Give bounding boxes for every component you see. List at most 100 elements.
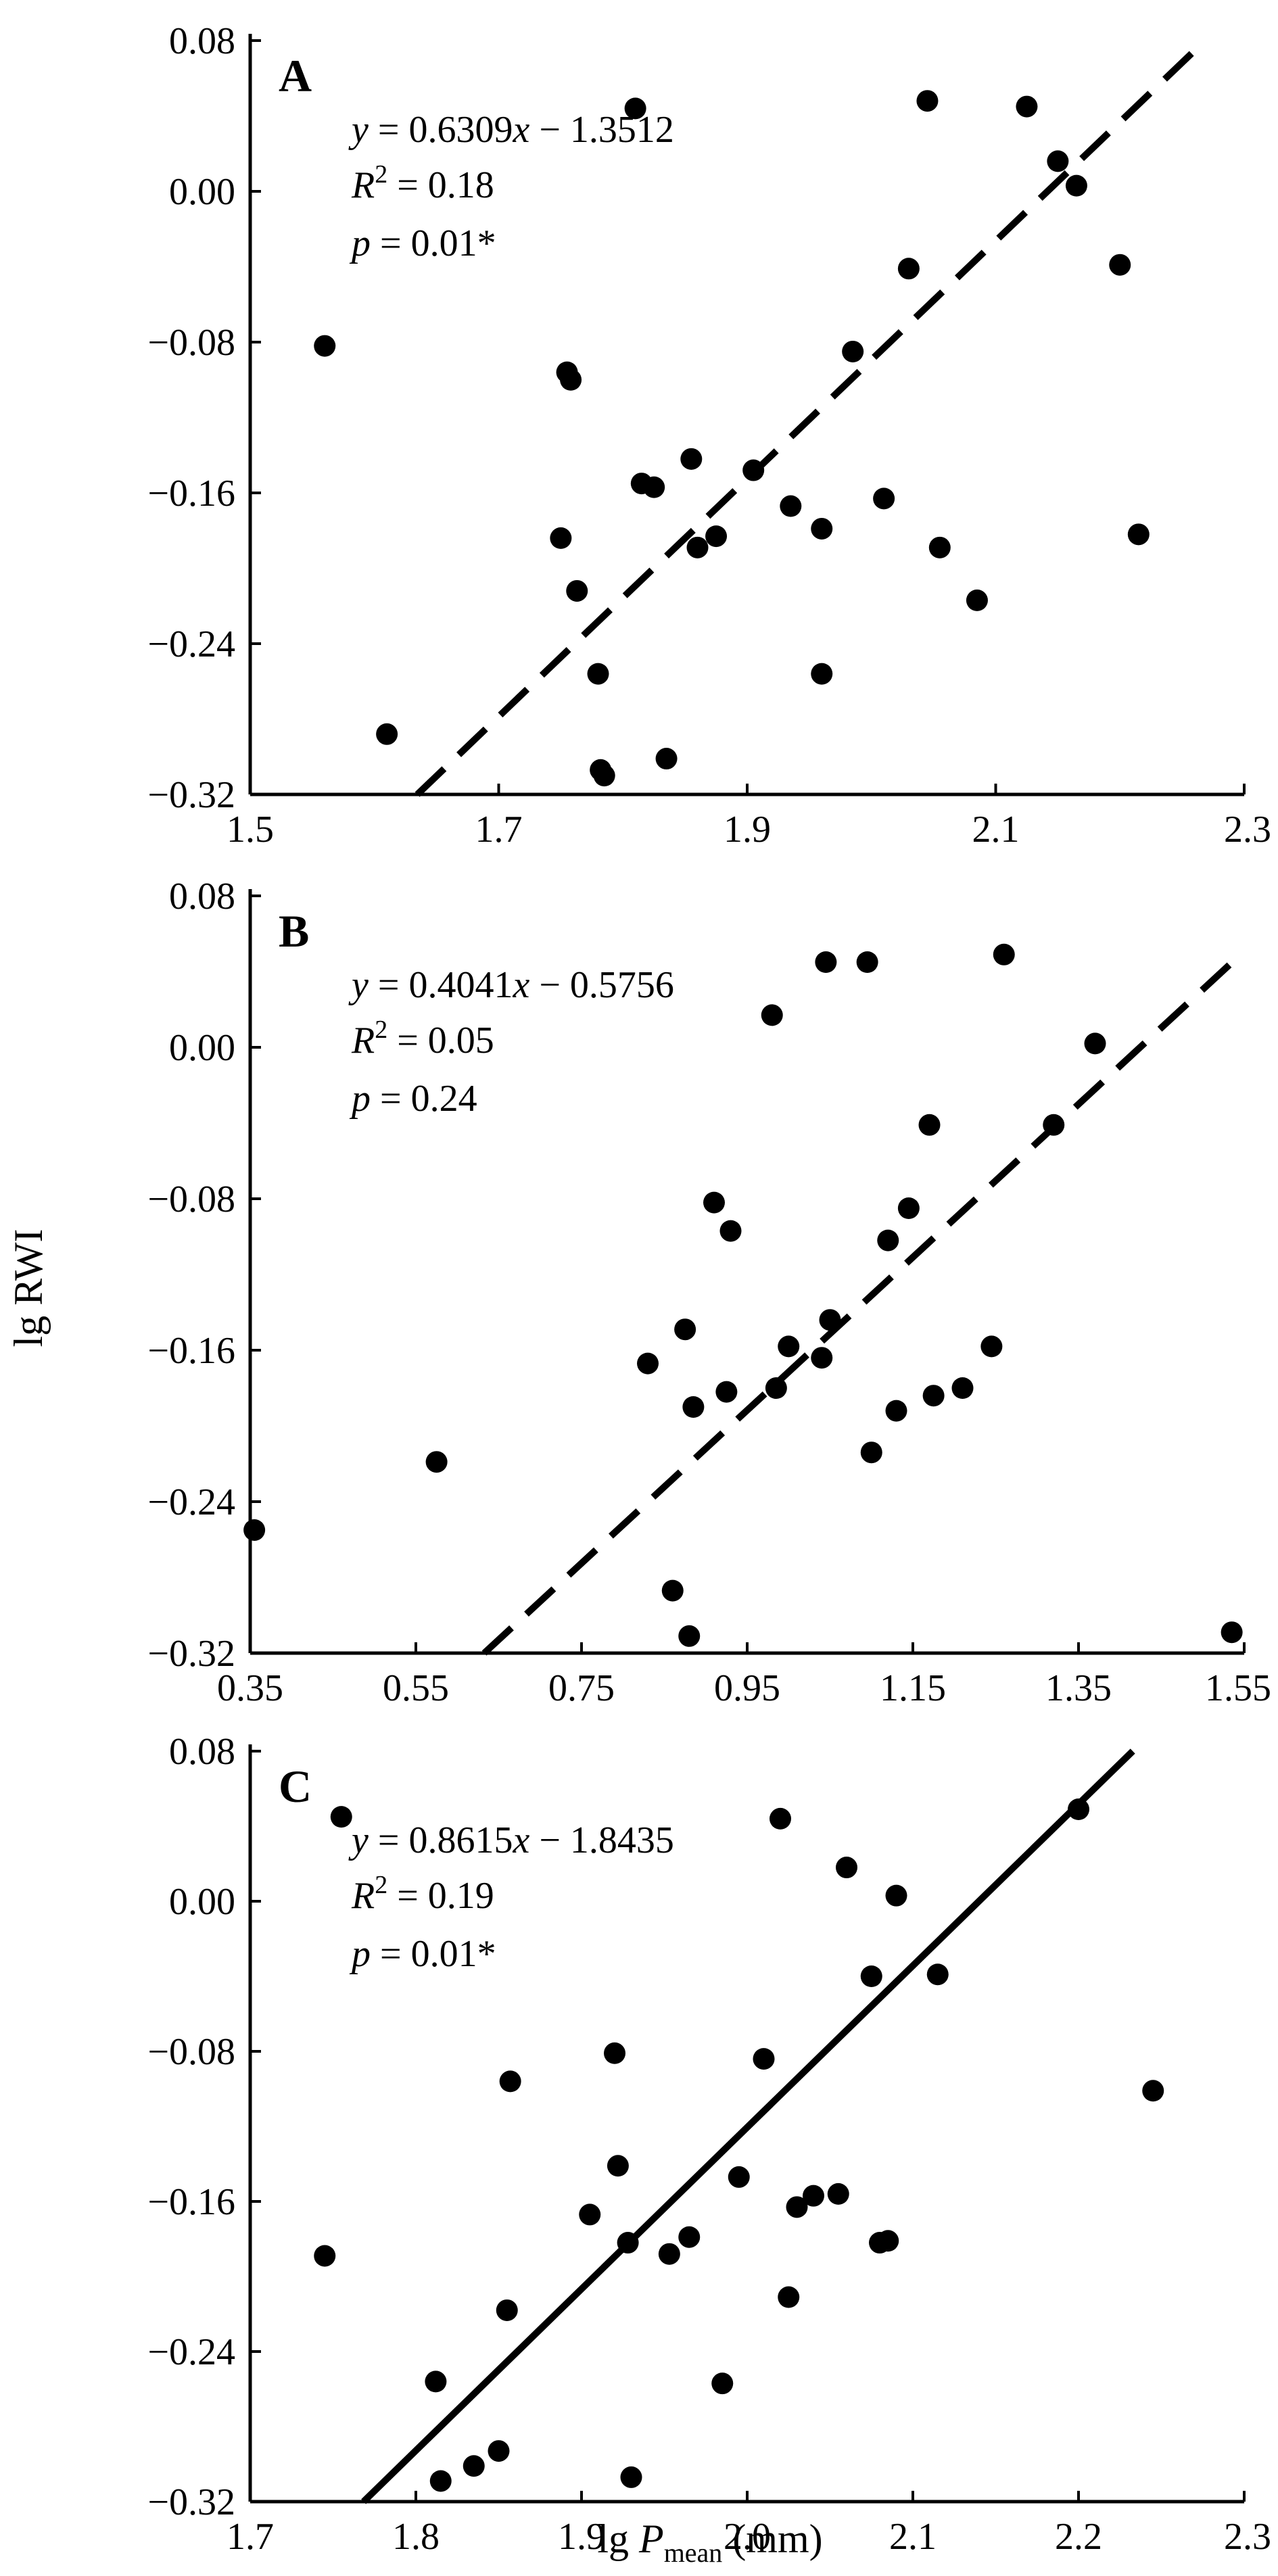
r-squared-text: R2 = 0.19 (351, 1871, 494, 1917)
data-point (842, 340, 864, 362)
data-point (897, 258, 920, 280)
x-axis-title-sub: mean (664, 2537, 723, 2568)
data-point (811, 1347, 833, 1369)
y-axis-title: lg RWI (6, 1229, 51, 1347)
y-tick-label: 0.00 (169, 171, 235, 213)
data-point (1068, 1798, 1089, 1821)
data-point (607, 2155, 629, 2177)
data-point (243, 1519, 266, 1541)
p-value-value: = 0.01* (371, 1933, 496, 1975)
data-point (604, 2042, 625, 2064)
data-point (560, 368, 582, 391)
data-point (579, 2203, 601, 2226)
equation-lhs: y (348, 1819, 369, 1861)
panel-label: A (279, 50, 312, 101)
data-point (827, 2183, 849, 2205)
data-point (922, 1385, 945, 1407)
data-point (860, 1441, 882, 1464)
data-point (587, 663, 609, 685)
data-point (463, 2455, 485, 2477)
regression-line (481, 949, 1247, 1656)
data-point (742, 459, 765, 481)
r-squared-superscript: 2 (375, 1016, 387, 1044)
data-point (836, 1857, 857, 1879)
data-point (680, 448, 703, 470)
data-point (488, 2440, 510, 2462)
x-tick-label: 2.1 (889, 2516, 937, 2558)
data-point (873, 487, 895, 510)
data-point (566, 579, 588, 602)
p-value-text: p = 0.24 (349, 1078, 477, 1120)
x-tick-label: 1.5 (227, 809, 274, 851)
r-squared-value: = 0.05 (387, 1020, 494, 1062)
x-tick-label: 1.9 (724, 809, 771, 851)
data-point (496, 2299, 518, 2321)
data-point (330, 1806, 352, 1828)
r-squared-text: R2 = 0.18 (351, 160, 494, 206)
y-tick-label: −0.08 (147, 322, 235, 364)
data-point (860, 1965, 882, 1987)
x-tick-label: 1.7 (475, 809, 523, 851)
x-tick-label: 0.35 (217, 1667, 283, 1709)
data-point (703, 1191, 725, 1214)
data-point (778, 2286, 800, 2308)
y-tick-label: 0.08 (169, 876, 235, 917)
data-point (661, 1579, 684, 1602)
data-point (916, 90, 939, 112)
equation-coef: = 0.6309 (369, 109, 513, 151)
p-value-text: p = 0.01* (349, 1933, 496, 1975)
equation-intercept: − 0.5756 (529, 964, 674, 1006)
x-tick-label: 1.55 (1205, 1667, 1271, 1709)
p-value-symbol: p (349, 222, 371, 264)
data-point (993, 943, 1015, 965)
equation-intercept: − 1.3512 (529, 109, 674, 151)
y-tick-label: −0.24 (147, 623, 235, 665)
data-point (376, 723, 398, 745)
data-point (715, 1381, 738, 1403)
r-squared-symbol: R (351, 1875, 375, 1917)
x-tick-label: 2.3 (1224, 2516, 1271, 2558)
p-value-symbol: p (349, 1933, 371, 1975)
data-point (856, 951, 878, 973)
data-point (643, 476, 665, 498)
data-point (620, 2466, 642, 2488)
x-axis-title: lg Pmean (mm) (597, 2517, 822, 2568)
data-point (550, 527, 572, 549)
data-point (897, 1197, 920, 1219)
data-point (314, 2245, 336, 2267)
panel-label: C (279, 1761, 312, 1812)
y-tick-label: −0.08 (147, 2031, 235, 2073)
y-tick-label: 0.00 (169, 1027, 235, 1069)
data-point (711, 2372, 734, 2395)
equation-var: x (512, 109, 529, 151)
y-tick-label: −0.08 (147, 1178, 235, 1220)
equation-lhs: y (348, 964, 369, 1006)
y-tick-label: 0.00 (169, 1881, 235, 1923)
data-point (1016, 95, 1038, 118)
p-value-value: = 0.24 (371, 1078, 477, 1120)
y-tick-label: −0.24 (147, 1481, 235, 1523)
data-point (674, 1318, 696, 1341)
equation-var: x (512, 1819, 529, 1861)
y-tick-label: −0.24 (147, 2331, 235, 2373)
data-point (761, 1004, 783, 1026)
equation-text: y = 0.8615x − 1.8435 (348, 1819, 674, 1861)
r-squared-text: R2 = 0.05 (351, 1016, 494, 1062)
data-point (815, 951, 837, 973)
data-point (1142, 2080, 1164, 2102)
x-tick-label: 1.8 (392, 2516, 440, 2558)
x-axis-title-unit: (mm) (722, 2517, 822, 2561)
data-point (425, 2370, 447, 2393)
data-point (1221, 1621, 1243, 1644)
x-tick-label: 2.0 (724, 2516, 771, 2558)
data-point (705, 525, 728, 548)
data-point (803, 2185, 824, 2207)
x-tick-label: 2.3 (1224, 809, 1271, 851)
y-tick-label: 0.08 (169, 1731, 235, 1773)
panel-a: −0.32 −0.24 −0.16 −0.08 0.00 0.08 1.5 1.7 1.9 2.1… (147, 20, 1271, 851)
data-point (1043, 1114, 1065, 1136)
data-point (765, 1377, 787, 1399)
x-tick-label: 1.9 (558, 2516, 605, 2558)
p-value-text: p = 0.01* (349, 222, 496, 264)
data-point (786, 2196, 808, 2218)
